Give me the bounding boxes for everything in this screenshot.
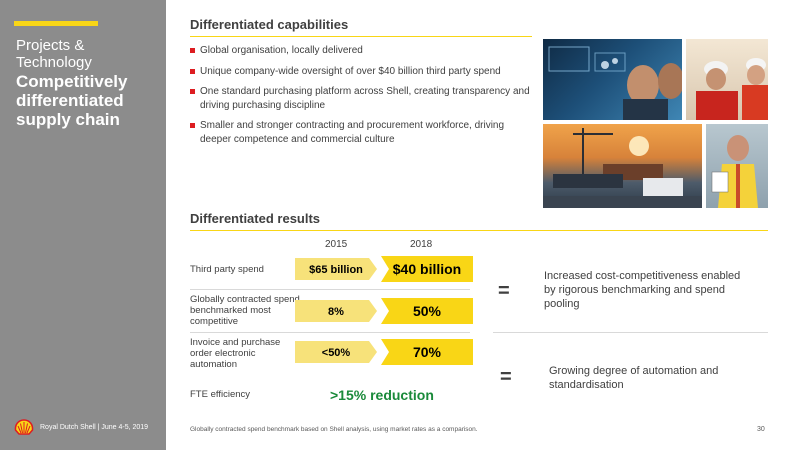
equals-sign-2: = xyxy=(500,366,512,388)
list-item: Smaller and stronger contracting and pro… xyxy=(190,119,535,146)
arrow-segment-2018 xyxy=(381,298,473,324)
value-2018-electronic-automation: 70% xyxy=(413,344,442,360)
year-2018-label: 2018 xyxy=(410,239,433,250)
outcome-divider xyxy=(493,332,768,333)
photo-inspector-art xyxy=(711,135,758,208)
arrow-electronic-automation: <50% 70% xyxy=(295,339,473,365)
accent-bar xyxy=(14,21,98,26)
row-label-benchmarked-spend: Globally contracted spend benchmarked mo… xyxy=(190,294,300,327)
row-divider xyxy=(190,332,470,333)
bullet-icon xyxy=(190,123,195,128)
value-2015-electronic-automation: <50% xyxy=(322,347,351,359)
photo-workers-helmets xyxy=(686,39,768,120)
row-label-fte-efficiency: FTE efficiency xyxy=(190,389,251,400)
arrow-segment-2018 xyxy=(381,339,473,365)
arrow-benchmarked-spend: 8% 50% xyxy=(295,298,473,324)
arrow-third-party-spend: $65 billion $40 billion xyxy=(295,256,473,282)
outcome-cost-competitiveness: Increased cost-competitiveness enabled b… xyxy=(544,270,741,310)
value-2018-benchmarked-spend: 50% xyxy=(413,303,442,319)
value-2018-third-party-spend: $40 billion xyxy=(393,261,461,277)
photo-inspector xyxy=(706,124,768,208)
row-divider xyxy=(190,289,470,290)
outcome-automation: Growing degree of automation and standar… xyxy=(549,365,719,391)
section-kicker: Projects & Technology xyxy=(16,37,92,71)
row-label-electronic-automation: Invoice and purchase order electronic au… xyxy=(190,337,281,370)
footer-brand: Royal Dutch Shell | June 4-5, 2019 xyxy=(14,419,148,436)
arrow-segment-2015 xyxy=(295,300,377,322)
value-2015-benchmarked-spend: 8% xyxy=(328,306,344,318)
photo-logistics-port-art xyxy=(543,128,702,208)
photo-technology-team-art xyxy=(548,46,682,120)
photo-logistics-port xyxy=(543,124,702,208)
list-item: One standard purchasing platform across … xyxy=(190,85,535,112)
arrow-segment-2018 xyxy=(381,256,473,282)
list-item: Unique company-wide oversight of over $4… xyxy=(190,65,535,79)
arrow-segment-2015 xyxy=(295,258,377,280)
footnote: Globally contracted spend benchmark base… xyxy=(190,426,478,433)
footer-text: Royal Dutch Shell | June 4-5, 2019 xyxy=(40,424,149,431)
page-number: 30 xyxy=(757,426,765,433)
bullet-icon xyxy=(190,48,195,53)
results-title: Differentiated results xyxy=(190,211,321,226)
value-2015-third-party-spend: $65 billion xyxy=(309,264,363,276)
fte-efficiency-value: >15% reduction xyxy=(330,387,434,403)
shell-logo-icon xyxy=(14,419,34,435)
results-rule xyxy=(190,230,768,231)
year-2015-label: 2015 xyxy=(325,239,348,250)
arrow-segment-2015 xyxy=(295,341,377,363)
equals-sign-1: = xyxy=(498,280,510,302)
row-label-third-party-spend: Third party spend xyxy=(190,264,264,275)
bullet-icon xyxy=(190,89,195,94)
slide-title: Competitively differentiated supply chai… xyxy=(16,72,128,129)
bullet-icon xyxy=(190,68,195,74)
capabilities-title: Differentiated capabilities xyxy=(190,17,349,32)
sidebar: Projects & Technology Competitively diff… xyxy=(0,0,166,450)
list-item: Global organisation, locally delivered xyxy=(190,44,535,58)
photo-workers-helmets-art xyxy=(696,58,768,120)
capabilities-list: Global organisation, locally delivered U… xyxy=(190,44,535,153)
photo-technology-team xyxy=(543,39,682,120)
capabilities-rule xyxy=(190,36,532,37)
